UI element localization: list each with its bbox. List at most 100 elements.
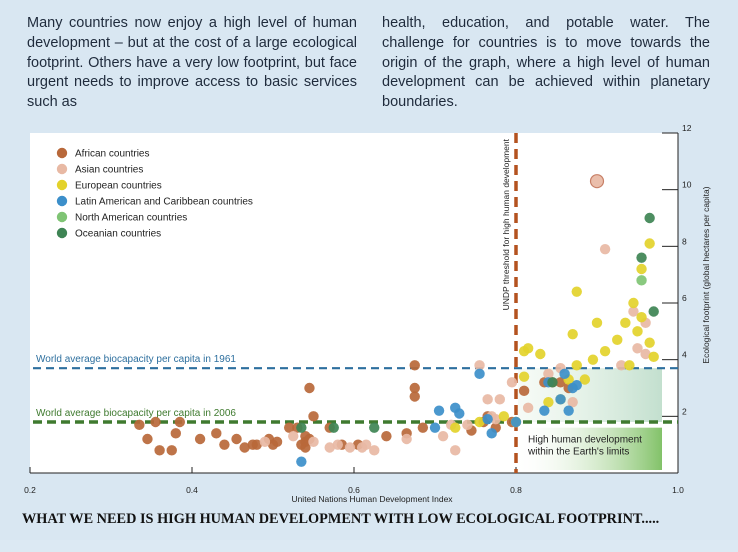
reference-lines-layer: World average biocapacity per capita in … <box>33 133 678 473</box>
data-point <box>543 368 554 380</box>
x-tick-label: 0.2 <box>24 485 36 495</box>
x-tick-label: 0.8 <box>510 485 522 495</box>
data-point <box>628 306 639 317</box>
data-point <box>369 422 380 433</box>
data-point <box>142 433 153 445</box>
data-point <box>462 419 473 431</box>
data-point <box>628 297 639 309</box>
data-point <box>219 439 230 450</box>
data-point <box>369 445 380 456</box>
data-point <box>547 377 558 388</box>
data-point <box>567 328 578 340</box>
data-point <box>522 402 534 414</box>
data-point <box>510 416 522 428</box>
data-point <box>450 422 461 433</box>
intro-paragraph-right: health, education, and potable water. Th… <box>382 15 710 111</box>
data-point <box>543 396 554 408</box>
intro-paragraph-left: Many countries now enjoy a high level of… <box>27 15 357 111</box>
legend-label: Asian countries <box>75 165 143 176</box>
data-point <box>150 416 161 428</box>
legend-marker <box>56 163 68 175</box>
y-tick-label: 2 <box>682 406 687 416</box>
data-point <box>563 405 574 416</box>
data-point <box>450 445 461 456</box>
data-point <box>599 243 611 255</box>
data-point <box>271 436 283 448</box>
y-tick-label: 4 <box>682 350 687 360</box>
data-point <box>579 374 591 385</box>
y-tick-label: 8 <box>682 236 687 246</box>
x-axis-title: United Nations Human Development Index <box>291 494 453 504</box>
data-point <box>644 212 655 224</box>
data-point <box>259 436 271 448</box>
target-box-label-1: High human development <box>528 435 642 446</box>
data-point <box>636 311 647 323</box>
data-point <box>636 263 647 275</box>
data-point <box>539 405 550 416</box>
data-point <box>589 174 605 189</box>
data-point <box>620 317 631 329</box>
data-point <box>648 306 659 317</box>
data-point <box>381 430 392 442</box>
legend-label: European countries <box>75 181 162 192</box>
data-point <box>174 416 186 428</box>
bottom-caption: WHAT WE NEED IS HIGH HUMAN DEVELOPMENT W… <box>22 511 660 527</box>
data-point <box>571 360 582 371</box>
legend-label: North American countries <box>75 213 187 224</box>
legend-marker <box>56 147 68 159</box>
data-point <box>587 354 599 365</box>
data-point <box>599 345 611 357</box>
data-point <box>308 436 319 448</box>
data-point <box>401 433 412 445</box>
points-layer <box>134 174 659 467</box>
data-point <box>409 391 420 402</box>
reference-line-label: World average biocapacity per capita in … <box>36 354 236 365</box>
data-point <box>591 317 603 329</box>
x-tick-label: 1.0 <box>672 485 684 495</box>
data-point <box>494 394 505 405</box>
data-point <box>522 343 534 354</box>
data-point <box>482 394 493 405</box>
data-point <box>571 379 582 391</box>
data-point <box>170 428 181 439</box>
data-point <box>559 368 570 380</box>
data-point <box>344 442 356 453</box>
legend-layer: African countries Asian countries European… <box>56 147 253 240</box>
y-axis-title: Ecological footprint (global hectares pe… <box>701 186 711 363</box>
data-point <box>474 360 485 371</box>
data-point <box>328 422 339 433</box>
data-point <box>535 348 546 360</box>
legend-label: Oceanian countries <box>75 229 161 240</box>
x-tick-label: 0.4 <box>186 485 198 495</box>
figure-panel: Many countries now enjoy a high level of… <box>27 15 710 473</box>
data-point <box>231 433 242 445</box>
data-point <box>166 445 177 456</box>
legend-marker <box>56 179 68 191</box>
y-tick-label: 10 <box>682 180 692 190</box>
data-point <box>567 396 578 408</box>
data-point <box>571 286 582 297</box>
data-point <box>490 413 501 425</box>
data-point <box>296 456 307 467</box>
data-point <box>288 430 299 442</box>
data-point <box>239 442 250 453</box>
data-point <box>644 337 655 348</box>
data-point <box>640 348 651 360</box>
threshold-label: UNDP threshold for high human developmen… <box>501 138 511 310</box>
data-point <box>154 445 165 456</box>
data-point <box>636 275 647 286</box>
data-point <box>437 430 449 442</box>
data-point <box>409 382 420 394</box>
data-point <box>433 405 445 416</box>
legend-marker <box>56 195 68 207</box>
legend-marker <box>56 211 68 223</box>
data-point <box>498 411 510 422</box>
data-point <box>555 377 566 388</box>
data-point <box>332 439 343 450</box>
data-point <box>308 411 319 422</box>
data-point <box>360 439 372 450</box>
data-point <box>417 422 429 433</box>
y-tick-label: 6 <box>682 293 687 303</box>
data-point <box>194 433 206 445</box>
